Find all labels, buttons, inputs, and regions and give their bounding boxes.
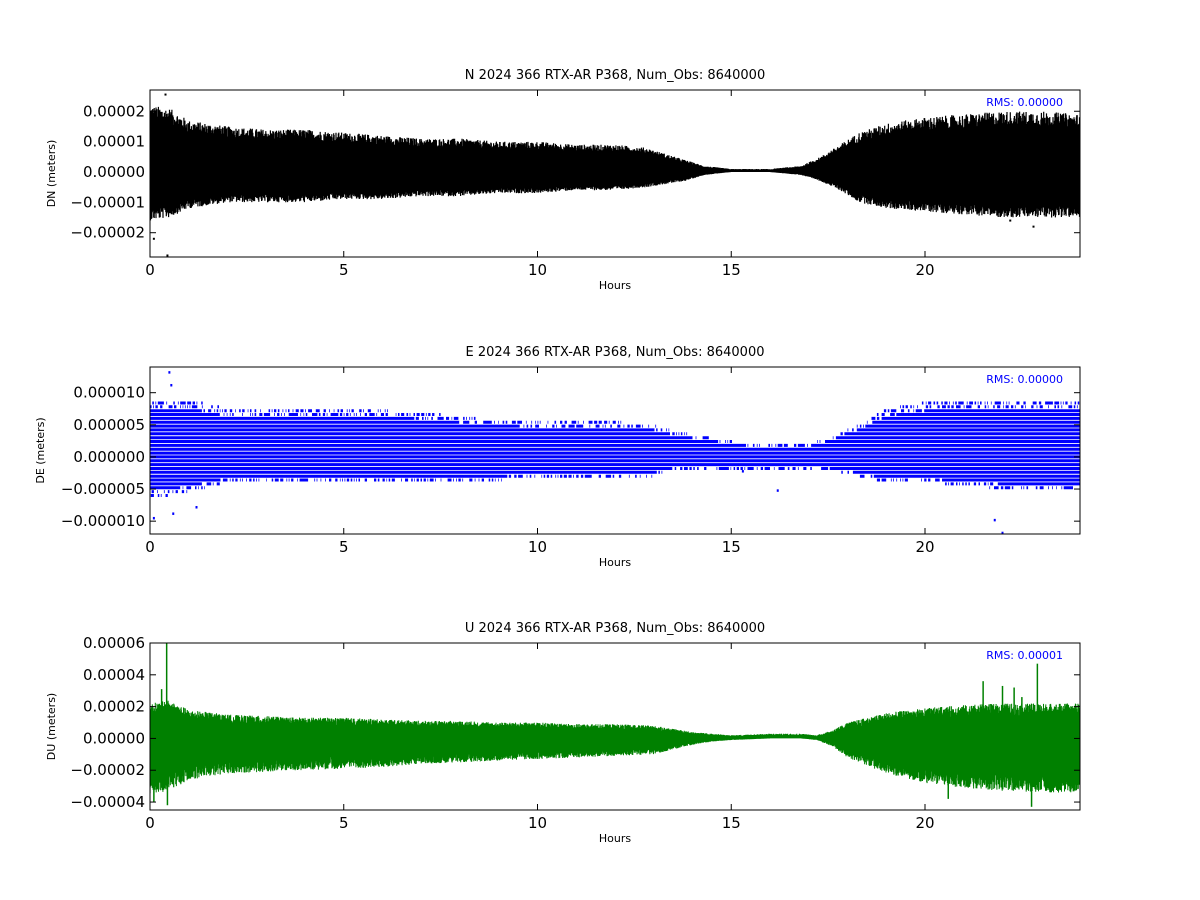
x-tick-label-up: 5 (339, 814, 349, 832)
x-axis-label-north: Hours (599, 279, 631, 292)
y-tick-label-up: 0.00004 (83, 666, 145, 684)
chart-title-up: U 2024 366 RTX-AR P368, Num_Obs: 8640000 (465, 621, 765, 636)
y-tick-label-east: 0.000005 (73, 416, 145, 434)
y-axis-label-north: DN (meters) (45, 140, 58, 208)
data-series-up (150, 643, 1080, 807)
x-tick-label-north: 20 (915, 261, 934, 279)
plot-area-up: 0 5 10 15 20 −0.00004 −0.00002 0.00000 0.00002 0.… (70, 634, 1081, 832)
outlier-point-east (993, 518, 996, 522)
x-tick-label-up: 10 (528, 814, 547, 832)
plot-frame-north (149, 89, 1081, 258)
y-tick-label-north: 0.00000 (83, 163, 145, 181)
outlier-point-east (776, 489, 779, 492)
outlier-point-east (1001, 531, 1004, 534)
x-tick-label-north: 5 (339, 261, 349, 279)
rms-annotation-up: RMS: 0.00001 (986, 649, 1063, 662)
x-axis-label-east: Hours (599, 556, 631, 569)
data-series-east (150, 371, 1080, 534)
chart-title-north: N 2024 366 RTX-AR P368, Num_Obs: 8640000 (465, 68, 765, 83)
y-tick-label-north: 0.00001 (83, 133, 145, 151)
x-tick-label-east: 15 (722, 538, 741, 556)
y-tick-label-up: −0.00002 (70, 761, 145, 779)
outlier-point-north (164, 93, 167, 96)
series-core-north (150, 125, 1080, 206)
x-tick-label-up: 15 (722, 814, 741, 832)
y-tick-label-north: −0.00002 (70, 224, 145, 242)
x-tick-label-north: 10 (528, 261, 547, 279)
outlier-point-north (1032, 225, 1035, 228)
panel-up: U 2024 366 RTX-AR P368, Num_Obs: 8640000… (45, 621, 1081, 845)
rms-annotation-east: RMS: 0.00000 (986, 373, 1063, 386)
rms-annotation-north: RMS: 0.00000 (986, 96, 1063, 109)
outlier-point-east (170, 383, 173, 387)
x-tick-label-north: 0 (145, 261, 155, 279)
y-tick-label-north: −0.00001 (70, 193, 145, 211)
y-tick-label-east: −0.000010 (61, 512, 145, 530)
plot-area-north: 0 5 10 15 20 −0.00002 −0.00001 0.00000 0.00001 0.… (70, 89, 1081, 279)
x-tick-label-east: 5 (339, 538, 349, 556)
y-tick-label-north: 0.00002 (83, 102, 145, 120)
y-tick-label-east: −0.000005 (61, 480, 145, 498)
data-series-north (150, 93, 1080, 257)
series-line-up (150, 700, 1080, 794)
y-tick-label-east: 0.000000 (73, 448, 145, 466)
x-tick-label-up: 0 (145, 814, 155, 832)
y-tick-label-east: 0.000010 (73, 384, 145, 402)
plot-area-east: 0 5 10 15 20 −0.000010 −0.000005 0.000000 0.0000… (61, 366, 1081, 556)
x-tick-label-up: 20 (915, 814, 934, 832)
x-axis-label-up: Hours (599, 832, 631, 845)
y-axis-label-up: DU (meters) (45, 693, 58, 760)
y-tick-label-up: 0.00002 (83, 698, 145, 716)
x-tick-label-east: 20 (915, 538, 934, 556)
outlier-point-north (152, 237, 155, 240)
outlier-point-east (152, 516, 155, 520)
panel-east: E 2024 366 RTX-AR P368, Num_Obs: 8640000… (34, 345, 1081, 569)
outlier-point-east (741, 470, 744, 473)
x-tick-label-east: 0 (145, 538, 155, 556)
x-tick-label-east: 10 (528, 538, 547, 556)
y-tick-label-up: −0.00004 (70, 793, 145, 811)
y-axis-label-east: DE (meters) (34, 417, 47, 483)
x-tick-label-north: 15 (722, 261, 741, 279)
outlier-point-north (166, 254, 169, 257)
chart-title-east: E 2024 366 RTX-AR P368, Num_Obs: 8640000 (466, 345, 765, 360)
plot-frame-up (149, 642, 1081, 811)
outlier-point-east (168, 371, 171, 374)
panel-north: N 2024 366 RTX-AR P368, Num_Obs: 8640000… (45, 68, 1081, 292)
y-tick-label-up: 0.00006 (83, 634, 145, 652)
outlier-point-east (172, 512, 175, 515)
outlier-point-east (195, 506, 198, 509)
plot-frame-east (149, 366, 1081, 535)
y-tick-label-up: 0.00000 (83, 729, 145, 747)
outlier-point-north (1009, 219, 1012, 222)
